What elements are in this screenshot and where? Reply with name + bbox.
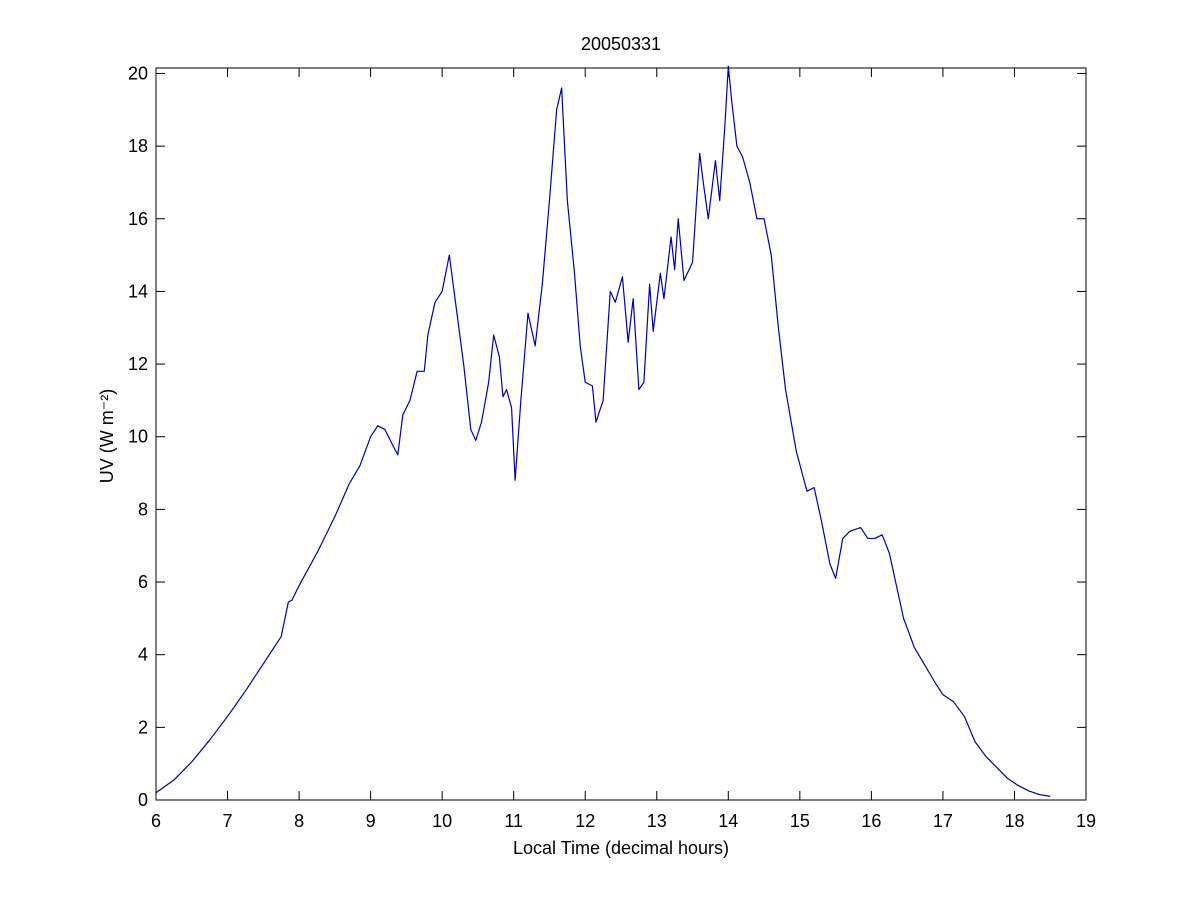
x-tick-label: 10 <box>432 811 452 831</box>
y-axis-label: UV (W m⁻²) <box>97 389 117 483</box>
y-tick-label: 12 <box>128 354 148 374</box>
x-tick-label: 9 <box>366 811 376 831</box>
x-tick-label: 14 <box>718 811 738 831</box>
y-tick-label: 18 <box>128 136 148 156</box>
x-tick-label: 8 <box>294 811 304 831</box>
x-tick-label: 7 <box>223 811 233 831</box>
y-tick-label: 14 <box>128 281 148 301</box>
data-line <box>155 65 1051 797</box>
x-tick-label: 18 <box>1004 811 1024 831</box>
x-tick-label: 15 <box>790 811 810 831</box>
chart-title: 20050331 <box>581 34 661 54</box>
y-tick-label: 0 <box>138 790 148 810</box>
plot-frame <box>155 67 1087 801</box>
x-tick-label: 13 <box>647 811 667 831</box>
y-tick-label: 10 <box>128 427 148 447</box>
y-tick-label: 6 <box>138 572 148 592</box>
y-tick-label: 20 <box>128 63 148 83</box>
x-tick-label: 6 <box>151 811 161 831</box>
x-tick-label: 17 <box>933 811 953 831</box>
x-tick-label: 11 <box>504 811 523 831</box>
x-tick-label: 16 <box>861 811 881 831</box>
y-tick-label: 4 <box>138 645 148 665</box>
y-tick-label: 16 <box>128 209 148 229</box>
y-tick-label: 8 <box>138 499 148 519</box>
x-tick-label: 12 <box>575 811 595 831</box>
x-axis-label: Local Time (decimal hours) <box>513 838 729 858</box>
x-tick-label: 19 <box>1076 811 1096 831</box>
y-tick-label: 2 <box>138 717 148 737</box>
